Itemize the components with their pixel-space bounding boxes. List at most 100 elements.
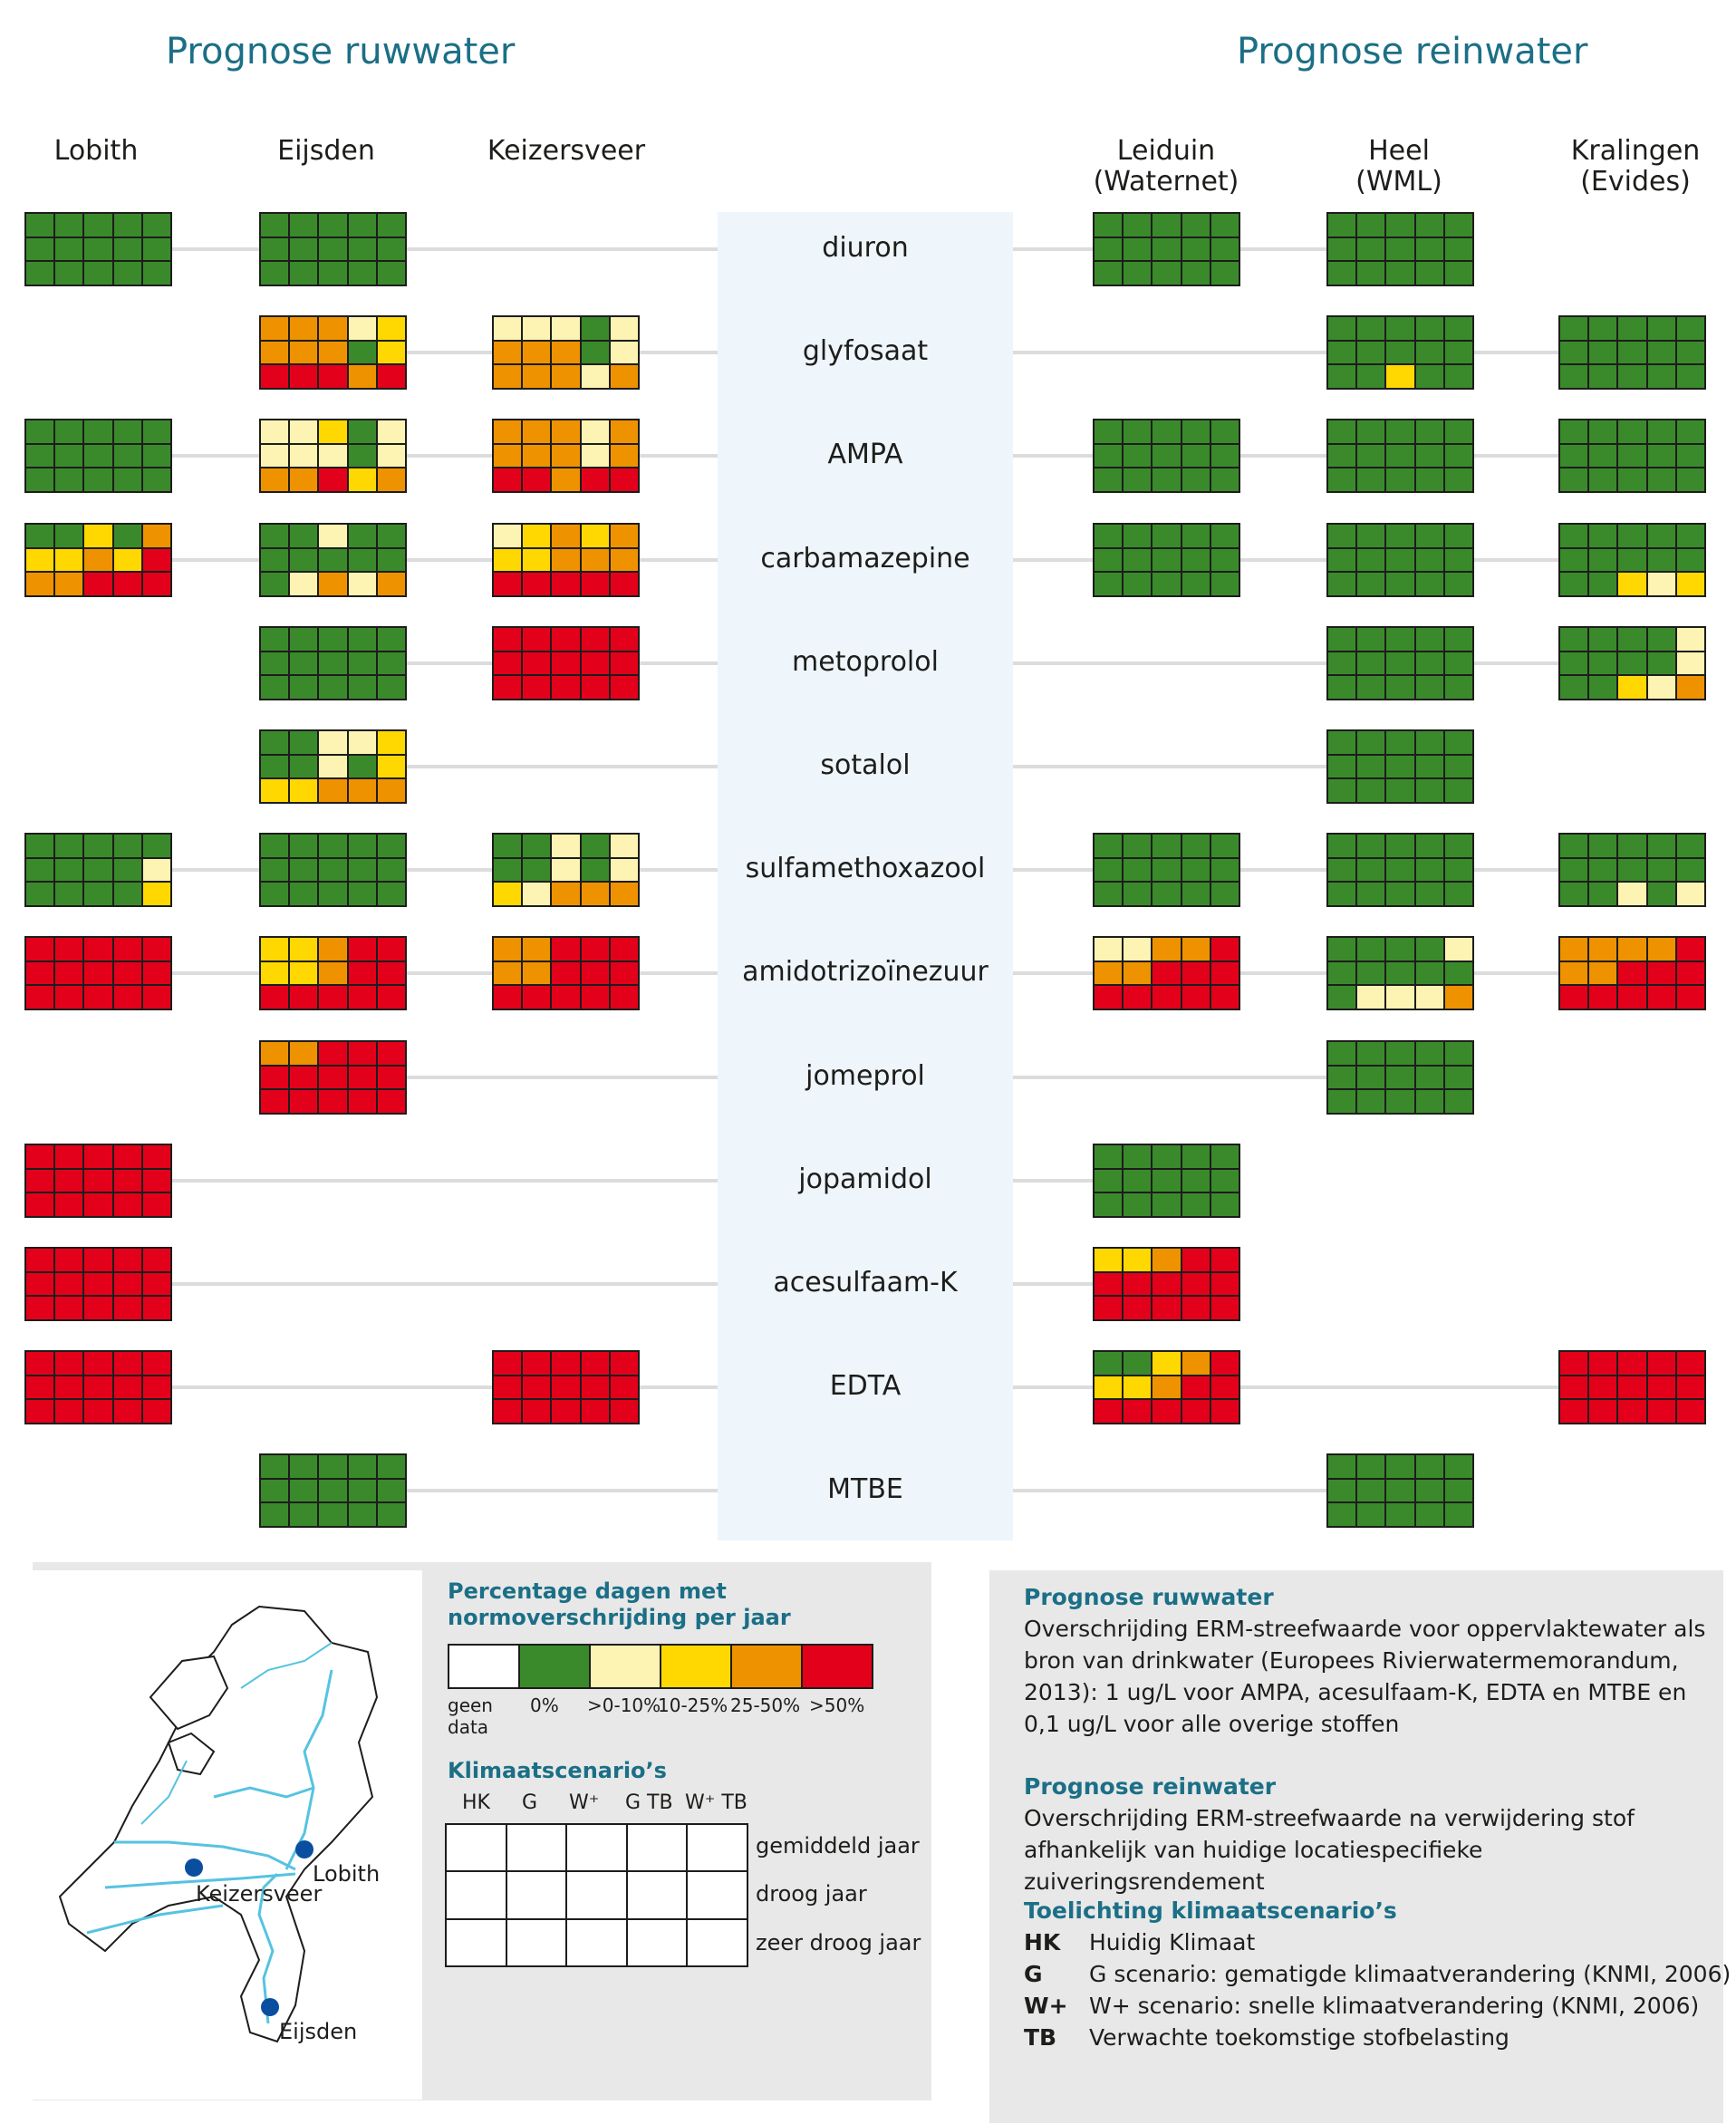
heatmap-cell: [494, 1400, 522, 1423]
heatmap-cell: [1181, 525, 1210, 547]
heatmap-cell: [1210, 1376, 1239, 1399]
heatmap-cell: [261, 1090, 289, 1113]
heatmap-cell: [55, 1352, 83, 1375]
heatmap-cell: [552, 628, 580, 651]
heatmap-cell: [1095, 444, 1123, 468]
heatmap-cell: [1386, 755, 1414, 778]
heatmap-cell: [1357, 317, 1385, 340]
heatmap-cell: [290, 652, 318, 675]
heatmap-cell: [26, 858, 54, 882]
substance-label: EDTA: [829, 1370, 902, 1402]
heatmap-cell: [581, 883, 609, 905]
heatmap-cell: [1618, 444, 1646, 468]
location-eijsden: Eijsden: [277, 135, 375, 167]
heatmap-cell: [319, 938, 347, 961]
heatmap-cell: [1124, 1169, 1152, 1192]
heatmap-cell: [261, 262, 289, 285]
heatmap-cell: [552, 652, 580, 675]
heatmap-grid-keizersveer: [492, 626, 640, 700]
heatmap-cell: [610, 883, 638, 905]
heatmap-cell: [1124, 444, 1152, 468]
heatmap-grid-eijsden: [259, 315, 407, 390]
heatmap-cell: [1386, 1042, 1414, 1065]
heatmap-cell: [1676, 1352, 1704, 1375]
heatmap-cell: [1328, 652, 1356, 675]
heatmap-cell: [84, 468, 112, 491]
heatmap-cell: [26, 1193, 54, 1216]
heatmap-cell: [1589, 835, 1617, 857]
heatmap-cell: [523, 444, 551, 468]
heatmap-cell: [1444, 420, 1472, 443]
heatmap-cell: [290, 341, 318, 364]
heatmap-grid-keizersveer: [492, 936, 640, 1010]
heatmap-cell: [377, 262, 405, 285]
heatmap-cell: [1153, 1376, 1181, 1399]
heatmap-cell: [1647, 468, 1675, 491]
heatmap-cell: [1618, 652, 1646, 675]
heatmap-grid-kralingen: [1558, 315, 1706, 390]
heatmap-grid-eijsden: [259, 212, 407, 286]
heatmap-cell: [290, 214, 318, 237]
heatmap-cell: [1095, 573, 1123, 595]
heatmap-cell: [261, 444, 289, 468]
heatmap-cell: [581, 420, 609, 443]
heatmap-cell: [1181, 1169, 1210, 1192]
heatmap-cell: [319, 883, 347, 905]
heatmap-cell: [1181, 1249, 1210, 1271]
heatmap-cell: [1415, 779, 1443, 802]
connector-left: [172, 247, 718, 251]
heatmap-cell: [1153, 1272, 1181, 1296]
heatmap-cell: [113, 548, 141, 572]
heatmap-cell: [1357, 1066, 1385, 1089]
heatmap-cell: [523, 341, 551, 364]
heatmap-cell: [26, 1272, 54, 1296]
connector-right: [1013, 1076, 1326, 1079]
heatmap-cell: [55, 468, 83, 491]
heatmap-cell: [1210, 1352, 1239, 1375]
heatmap-cell: [290, 468, 318, 491]
heatmap-cell: [552, 341, 580, 364]
heatmap-cell: [261, 858, 289, 882]
heatmap-cell: [113, 262, 141, 285]
heatmap-cell: [1210, 835, 1239, 857]
heatmap-cell: [1589, 1400, 1617, 1423]
heatmap-cell: [494, 548, 522, 572]
heatmap-cell: [1181, 444, 1210, 468]
heatmap-cell: [142, 1376, 170, 1399]
heatmap-cell: [1124, 1249, 1152, 1271]
heatmap-cell: [552, 961, 580, 985]
heatmap-cell: [26, 961, 54, 985]
heatmap-cell: [1415, 858, 1443, 882]
heatmap-cell: [1328, 938, 1356, 961]
heatmap-cell: [1589, 986, 1617, 1009]
heatmap-cell: [377, 548, 405, 572]
heatmap-cell: [1589, 858, 1617, 882]
heatmap-cell: [113, 444, 141, 468]
heatmap-cell: [113, 1376, 141, 1399]
heatmap-cell: [348, 1479, 376, 1502]
heatmap-cell: [377, 214, 405, 237]
heatmap-cell: [1124, 835, 1152, 857]
heatmap-cell: [1386, 731, 1414, 754]
heatmap-cell: [1444, 468, 1472, 491]
heatmap-cell: [1560, 317, 1588, 340]
heatmap-cell: [1560, 573, 1588, 595]
heatmap-grid-keizersveer: [492, 1350, 640, 1424]
connector-right: [1013, 558, 1558, 562]
scenario-grid: [445, 1823, 748, 1967]
heatmap-cell: [1328, 1503, 1356, 1526]
scale-swatch-25-50: [732, 1646, 803, 1687]
heatmap-cell: [26, 573, 54, 595]
location-kralingen: Kralingen (Evides): [1570, 135, 1701, 198]
heatmap-cell: [261, 883, 289, 905]
heatmap-cell: [113, 835, 141, 857]
substance-label: acesulfaam-K: [773, 1267, 958, 1299]
heatmap-cell: [1181, 1145, 1210, 1168]
heatmap-cell: [261, 961, 289, 985]
heatmap-cell: [1386, 1503, 1414, 1526]
heatmap-grid-kralingen: [1558, 1350, 1706, 1424]
heatmap-cell: [1589, 317, 1617, 340]
heatmap-cell: [1589, 628, 1617, 651]
heatmap-cell: [319, 262, 347, 285]
heatmap-cell: [494, 986, 522, 1009]
